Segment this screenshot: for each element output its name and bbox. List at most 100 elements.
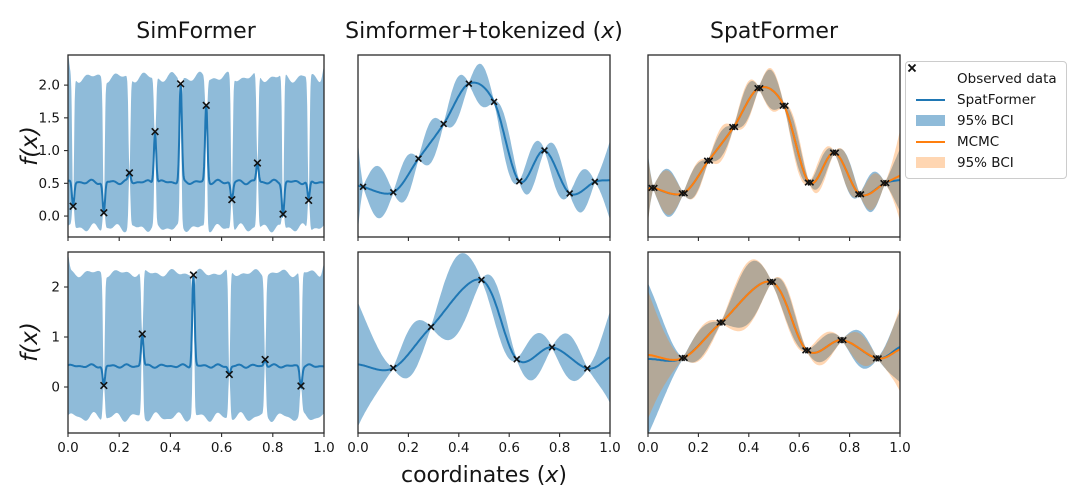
orange-bci-band (648, 259, 900, 419)
y-tick-label: 0.5 (39, 176, 60, 192)
x-tick-label: 0.8 (262, 440, 283, 456)
y-axis-label-row2: f(x) (17, 322, 43, 362)
observed-marker (548, 343, 556, 351)
spatformer-mean-line (68, 82, 324, 219)
observed-marker (427, 323, 435, 331)
y-axis-label-row1: f(x) (17, 126, 43, 166)
blue-bci-band (648, 69, 900, 222)
observed-marker (253, 159, 262, 167)
x-tick-label: 0.8 (549, 440, 570, 456)
panel-title-tokenized-prefix: Simformer+tokenized ( (345, 19, 602, 44)
observed-marker (99, 208, 108, 217)
x-tick-label: 0.6 (498, 440, 519, 456)
axes-spines (357, 54, 611, 238)
axes-spines (357, 251, 611, 434)
observed-marker (176, 79, 185, 88)
observed-marker (591, 178, 599, 186)
spatformer-line-swatch (910, 98, 950, 101)
legend-label-observed: Observed data (957, 70, 1057, 87)
panel-title-spatformer-text: SpatFormer (709, 19, 839, 44)
observed-marker (69, 202, 77, 211)
y-tick-label: 0.0 (39, 209, 60, 225)
mcmc-line-swatch (910, 140, 950, 143)
panel-title-simformer: SimFormer (136, 19, 256, 44)
orange-bci-band (648, 68, 900, 224)
legend-label-blue-bci: 95% BCI (957, 112, 1014, 129)
observed-marker (513, 355, 521, 363)
x-tick-label: 0.4 (448, 440, 469, 456)
observed-marker (304, 196, 313, 205)
panel-4 (358, 253, 610, 427)
x-tick-label: 0.2 (108, 440, 129, 456)
legend-label-mcmc: MCMC (957, 133, 1000, 150)
x-axis-label: coordinates (x) (401, 463, 567, 488)
observed-marker (125, 168, 134, 177)
observed-marker (490, 98, 498, 106)
x-tick-label: 0.2 (688, 440, 709, 456)
y-tick-label: 0 (51, 380, 60, 396)
observed-marker (719, 319, 726, 326)
observed-marker (756, 84, 764, 92)
observed-marker (359, 183, 367, 191)
observed-marker (279, 210, 287, 218)
x-tick-label: 0.4 (160, 440, 181, 456)
observed-marker (389, 364, 397, 372)
observed-marker (151, 127, 159, 136)
x-tick-label: 1.0 (313, 440, 334, 456)
x-tick-label: 1.0 (599, 440, 620, 456)
x-axis-label-suffix: ) (558, 463, 567, 488)
legend-item-orange-bci: 95% BCI (910, 152, 1062, 173)
x-axis-label-var: x (545, 463, 559, 488)
observed-marker (202, 101, 211, 110)
panel-title-spatformer: SpatFormer (710, 19, 838, 44)
observed-marker (651, 184, 658, 192)
observed-marker (138, 330, 147, 338)
legend-item-spatformer: SpatFormer (910, 89, 1062, 110)
observed-marker (189, 271, 198, 279)
observed-marker (832, 149, 840, 157)
x-tick-label: 1.0 (889, 440, 910, 456)
panel-5 (648, 259, 900, 433)
panel-title-tokenized: Simformer+tokenized (x) (345, 19, 623, 44)
x-axis-label-prefix: coordinates ( (401, 463, 546, 488)
orange-bci-patch (910, 157, 950, 168)
axes-spines (67, 251, 325, 434)
axes-spines (647, 251, 901, 434)
panel-2 (648, 68, 900, 224)
x-tick-label: 0.6 (788, 440, 809, 456)
observed-marker (681, 189, 689, 197)
observed-marker (541, 146, 548, 154)
axes-spines (647, 54, 901, 238)
observed-marker (225, 370, 234, 379)
x-tick-label: 0.4 (738, 440, 759, 456)
observed-marker (840, 336, 847, 344)
observed-marker (706, 157, 714, 165)
observed-marker (769, 278, 777, 286)
panel-title-tokenized-suffix: ) (614, 19, 623, 44)
panel-1 (358, 63, 610, 230)
legend-item-observed: Observed data (907, 63, 1062, 89)
observed-marker (583, 364, 591, 372)
observed-marker (804, 347, 812, 354)
blue-bci-band (358, 63, 610, 230)
legend-item-blue-bci: 95% BCI (910, 110, 1062, 131)
observed-marker (297, 382, 305, 390)
panel-title-tokenized-var: x (601, 19, 615, 44)
y-tick-label: 1 (51, 330, 60, 346)
y-tick-label: 2 (51, 280, 60, 296)
observed-marker (882, 179, 890, 187)
observed-marker (807, 179, 815, 186)
observed-marker (782, 102, 789, 110)
blue-bci-band (358, 253, 610, 427)
observed-marker (731, 123, 739, 131)
x-tick-label: 0.0 (347, 440, 368, 456)
legend-label-orange-bci: 95% BCI (957, 154, 1014, 171)
blue-bci-patch (910, 115, 950, 126)
observed-marker (465, 80, 473, 88)
y-tick-label: 1.0 (39, 143, 60, 159)
y-tick-label: 2.0 (39, 78, 60, 94)
observed-marker (857, 190, 865, 198)
observed-marker (681, 354, 689, 362)
